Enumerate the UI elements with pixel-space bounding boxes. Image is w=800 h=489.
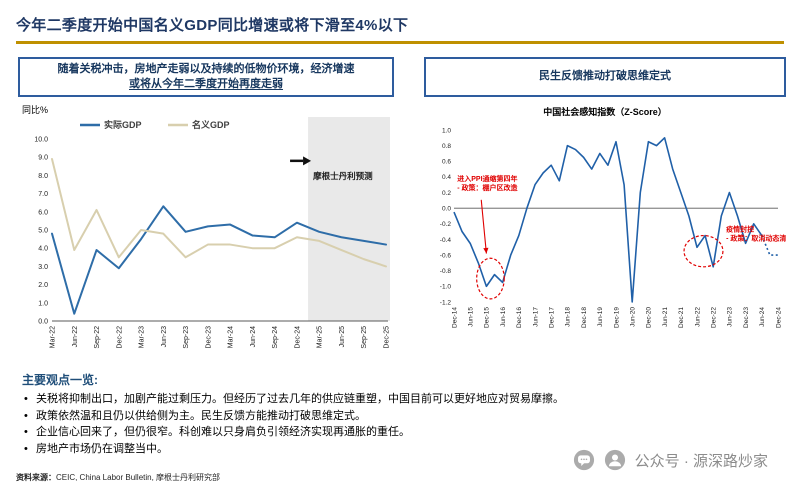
right-panel: 民生反馈推动打破思维定式 中国社会感知指数（Z-Score） 1.0 0.8 0.6…: [424, 56, 786, 368]
left-panel: 随着关税冲击，房地产走弱以及持续的低物价环境，经济增速 或将从今年二季度开始再度…: [18, 56, 394, 368]
svg-text:- 政策：取消动态清零: - 政策：取消动态清零: [726, 233, 786, 242]
svg-text:摩根士丹利预测: 摩根士丹利预测: [312, 171, 373, 181]
svg-text:- 政策：棚户区改造: - 政策：棚户区改造: [457, 182, 518, 191]
svg-text:5.0: 5.0: [38, 228, 48, 235]
svg-text:名义GDP: 名义GDP: [192, 119, 230, 130]
svg-text:-0.8: -0.8: [440, 268, 452, 275]
watermark: 公众号 · 源深路炒家: [573, 449, 768, 471]
source-label: 资料来源：: [16, 473, 56, 482]
svg-text:Jun-18: Jun-18: [565, 306, 572, 326]
svg-text:Jun-17: Jun-17: [532, 306, 539, 326]
svg-text:0.8: 0.8: [442, 142, 451, 149]
gdp-chart-ylabel: 同比%: [22, 105, 49, 116]
svg-text:4.0: 4.0: [38, 246, 48, 253]
svg-text:Dec-16: Dec-16: [516, 306, 523, 327]
svg-text:Dec-17: Dec-17: [549, 306, 556, 327]
svg-text:Dec-24: Dec-24: [294, 326, 301, 349]
svg-text:0.2: 0.2: [442, 189, 451, 196]
svg-text:进入PPI通缩第四年: 进入PPI通缩第四年: [457, 173, 517, 182]
svg-text:实际GDP: 实际GDP: [104, 119, 142, 130]
title-underline: [16, 41, 784, 44]
left-panel-header: 随着关税冲击，房地产走弱以及持续的低物价环境，经济增速 或将从今年二季度开始再度…: [18, 56, 394, 98]
watermark-text: 公众号 · 源深路炒家: [634, 452, 768, 470]
svg-text:Sep-25: Sep-25: [361, 326, 368, 349]
wechat-icon: [573, 449, 594, 471]
svg-text:-1.2: -1.2: [440, 299, 452, 306]
svg-text:2.0: 2.0: [38, 282, 48, 289]
svg-text:Dec-21: Dec-21: [678, 306, 685, 327]
svg-text:7.0: 7.0: [38, 191, 48, 198]
svg-text:Sep-23: Sep-23: [183, 326, 190, 349]
key-points-list: 关税将抑制出口，加剧产能过剩压力。但经历了过去几年的供应链重塑，中国目前可以更好…: [22, 391, 780, 457]
right-panel-header: 民生反馈推动打破思维定式: [424, 56, 786, 97]
source-line: 资料来源：CEIC, China Labor Bulletin, 摩根士丹利研究…: [16, 472, 220, 483]
svg-text:Mar-22: Mar-22: [50, 326, 57, 348]
svg-text:1.0: 1.0: [442, 127, 451, 134]
svg-text:-0.2: -0.2: [440, 221, 452, 228]
svg-text:0.0: 0.0: [38, 319, 48, 326]
svg-text:Jun-25: Jun-25: [339, 326, 346, 348]
svg-text:3.0: 3.0: [38, 264, 48, 271]
svg-text:Dec-22: Dec-22: [116, 326, 123, 349]
svg-text:Dec-18: Dec-18: [581, 306, 588, 327]
svg-text:Jun-24: Jun-24: [250, 326, 257, 348]
svg-text:-0.4: -0.4: [440, 236, 452, 243]
svg-text:Jun-22: Jun-22: [72, 326, 79, 348]
sentiment-chart-title: 中国社会感知指数（Z-Score）: [543, 106, 667, 117]
slide-header: 今年二季度开始中国名义GDP同比增速或将下滑至4%以下: [0, 0, 800, 44]
svg-text:Jun-24: Jun-24: [759, 306, 766, 326]
panels-row: 随着关税冲击，房地产走弱以及持续的低物价环境，经济增速 或将从今年二季度开始再度…: [0, 44, 800, 368]
svg-text:0.6: 0.6: [442, 158, 451, 165]
svg-text:8.0: 8.0: [38, 173, 48, 180]
svg-text:9.0: 9.0: [38, 155, 48, 162]
svg-text:Dec-23: Dec-23: [743, 306, 750, 327]
svg-text:Dec-15: Dec-15: [484, 306, 491, 327]
svg-text:Jun-20: Jun-20: [630, 306, 637, 326]
svg-text:Dec-25: Dec-25: [384, 326, 391, 349]
svg-text:Jun-15: Jun-15: [468, 306, 475, 326]
svg-text:0.0: 0.0: [442, 205, 451, 212]
svg-text:0.4: 0.4: [442, 174, 451, 181]
page-title: 今年二季度开始中国名义GDP同比增速或将下滑至4%以下: [16, 17, 409, 34]
svg-text:Mar-25: Mar-25: [317, 326, 324, 348]
sentiment-line-chart: 1.0 0.8 0.6 0.4 0.2 0.0 -0.2 -0.4 -0.6 -0.8 -1.0 -1…: [440, 127, 786, 328]
svg-text:Jun-22: Jun-22: [694, 306, 701, 326]
svg-text:Jun-23: Jun-23: [727, 306, 734, 326]
right-header-text: 民生反馈推动打破思维定式: [539, 69, 671, 82]
svg-text:Dec-14: Dec-14: [451, 306, 458, 327]
svg-text:Jun-21: Jun-21: [662, 306, 669, 326]
svg-text:Dec-20: Dec-20: [646, 306, 653, 327]
left-header-line2: 或将从今年二季度开始再度走弱: [129, 77, 283, 90]
svg-text:Dec-23: Dec-23: [205, 326, 212, 349]
svg-text:Sep-22: Sep-22: [94, 326, 101, 349]
source-text: CEIC, China Labor Bulletin, 摩根士丹利研究部: [56, 473, 221, 482]
svg-text:6.0: 6.0: [38, 210, 48, 217]
left-header-line1: 随着关税冲击，房地产走弱以及持续的低物价环境，经济增速: [57, 62, 355, 75]
gdp-line-chart: 0.0 1.0 2.0 3.0 4.0 5.0 6.0 7.0 8.0 9.0 10.0 Mar-22…: [34, 117, 391, 349]
svg-text:-0.6: -0.6: [440, 252, 452, 259]
key-point-item: 房地产市场仍在调整当中。: [22, 441, 780, 458]
user-icon: [604, 449, 625, 471]
key-points-title: 主要观点一览:: [22, 373, 98, 388]
svg-text:Dec-22: Dec-22: [711, 306, 718, 327]
svg-text:Jun-19: Jun-19: [597, 306, 604, 326]
svg-text:Jun-23: Jun-23: [161, 326, 168, 348]
svg-text:Dec-19: Dec-19: [613, 306, 620, 327]
svg-text:Jun-16: Jun-16: [500, 306, 507, 326]
svg-text:Sep-24: Sep-24: [272, 326, 279, 349]
svg-text:Dec-24: Dec-24: [775, 306, 782, 327]
svg-text:疫情封控: 疫情封控: [726, 224, 754, 233]
key-point-item: 政策依然温和且仍以供给侧为主。民生反馈方能推动打破思维定式。: [22, 408, 780, 425]
key-points-section: 主要观点一览: 关税将抑制出口，加剧产能过剩压力。但经历了过去几年的供应链重塑，…: [0, 367, 800, 457]
svg-text:-1.0: -1.0: [440, 283, 452, 290]
key-point-item: 关税将抑制出口，加剧产能过剩压力。但经历了过去几年的供应链重塑，中国目前可以更好…: [22, 391, 780, 408]
svg-text:10.0: 10.0: [34, 137, 48, 144]
svg-text:1.0: 1.0: [38, 301, 48, 308]
key-point-item: 企业信心回来了，但仍很窄。科创难以只身肩负引领经济实现再通胀的重任。: [22, 424, 780, 441]
svg-text:Mar-23: Mar-23: [139, 326, 146, 348]
svg-text:Mar-24: Mar-24: [228, 326, 235, 348]
